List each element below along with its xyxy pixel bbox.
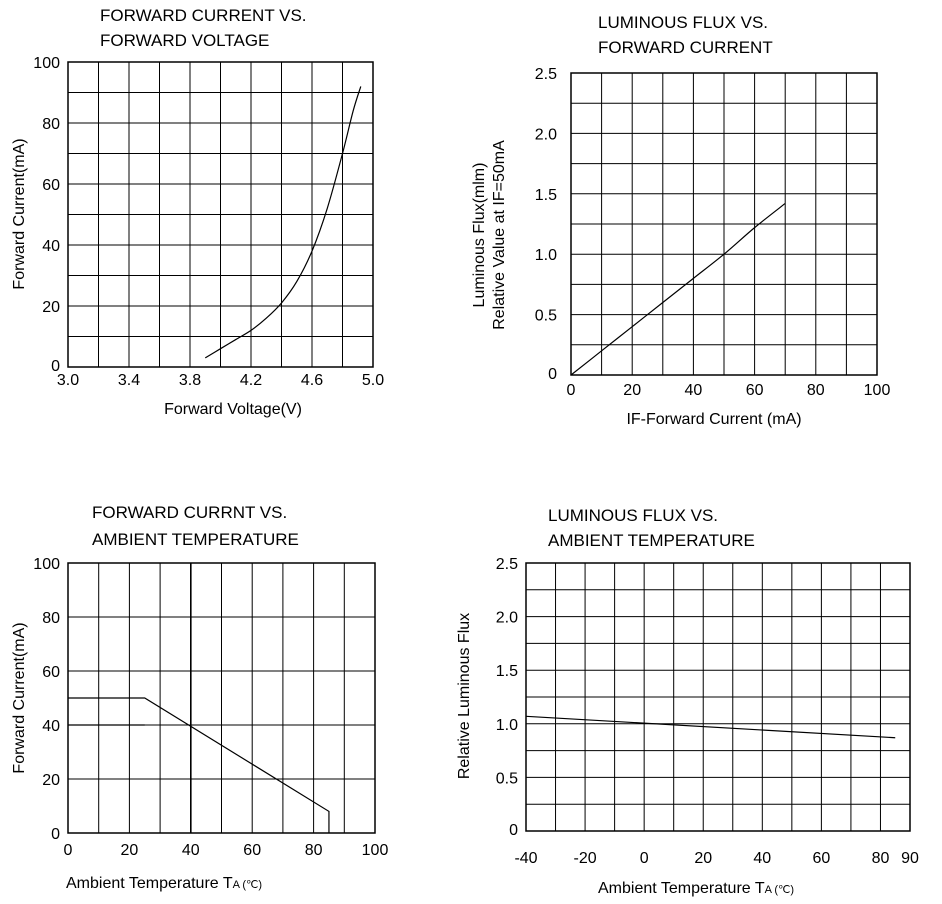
chart3-tick-labels: 0 20 40 60 80 100 0 20 40 60 80 100: [33, 556, 388, 859]
chart1-series: [204, 86, 362, 359]
x-tick-label: 60: [243, 842, 261, 859]
x-tick-label: 40: [685, 382, 703, 399]
x-tick-label: 20: [623, 382, 641, 399]
chart4-plot-frame: [525, 562, 911, 832]
chart3-xlabel-main: Ambient Temperature T: [66, 875, 233, 892]
y-tick-label: 0: [548, 366, 557, 383]
chart4-xlabel: Ambient Temperature TA (℃): [598, 880, 794, 897]
x-tick-label: 4.2: [240, 372, 262, 389]
x-tick-label: 60: [812, 850, 830, 867]
y-tick-label: 1.5: [496, 663, 518, 680]
y-tick-label: 2.5: [496, 556, 518, 573]
chart-luminous-flux-vs-temperature: LUMINOUS FLUX VS. AMBIENT TEMPERATURE -4…: [456, 506, 919, 897]
y-tick-label: 20: [42, 772, 60, 789]
x-tick-label: -20: [574, 850, 597, 867]
y-tick-label: 2.0: [535, 126, 557, 143]
chart1-title-line1: FORWARD CURRENT VS.: [100, 6, 307, 25]
chart4-ylabel: Relative Luminous Flux: [456, 613, 473, 779]
x-tick-label: 5.0: [362, 372, 384, 389]
chart3-ylabel: Forward Current(mA): [11, 622, 28, 773]
y-tick-label: 20: [42, 299, 60, 316]
y-tick-label: 2.0: [496, 610, 518, 627]
y-tick-label: 1.0: [496, 717, 518, 734]
chart4-grid: [526, 563, 910, 831]
chart1-ylabel: Forward Current(mA): [11, 138, 28, 289]
chart4-title-line1: LUMINOUS FLUX VS.: [548, 506, 718, 525]
y-tick-label: 80: [42, 116, 60, 133]
series-line: [68, 697, 330, 833]
y-tick-label: 80: [42, 610, 60, 627]
chart2-ylabel-line1: Luminous Flux(mlm): [471, 163, 488, 308]
y-tick-label: 2.5: [535, 66, 557, 83]
x-tick-label: 80: [305, 842, 323, 859]
y-tick-label: 0: [51, 358, 60, 375]
x-tick-label: 90: [901, 850, 919, 867]
x-tick-label: 80: [807, 382, 825, 399]
x-tick-label: 100: [362, 842, 389, 859]
chart2-series: [570, 202, 786, 376]
x-tick-label: 60: [746, 382, 764, 399]
chart4-xlabel-main: Ambient Temperature T: [598, 880, 765, 897]
chart1-xlabel: Forward Voltage(V): [164, 401, 302, 418]
y-tick-label: 40: [42, 238, 60, 255]
series-line: [525, 715, 896, 739]
x-tick-label: 3.8: [179, 372, 201, 389]
x-tick-label: 0: [567, 382, 576, 399]
chart4-series: [525, 715, 896, 739]
chart-luminous-flux-vs-current: LUMINOUS FLUX VS. FORWARD CURRENT 0 20 40 6…: [471, 13, 890, 428]
chart2-tick-labels: 0 20 40 60 80 100 0 0.5 1.0 1.5 2.0 2.5: [535, 66, 891, 399]
chart4-tick-labels: -40 -20 0 20 40 60 80 90 0 0.5 1.0 1.5 2.0 2.5: [496, 556, 919, 867]
chart-forward-current-vs-voltage: FORWARD CURRENT VS. FORWARD VOLTAGE 3.0 3…: [11, 6, 384, 418]
chart3-xlabel: Ambient Temperature TA (℃): [66, 875, 262, 892]
y-tick-label: 0.5: [535, 308, 557, 325]
chart2-title-line2: FORWARD CURRENT: [598, 38, 773, 57]
x-tick-label: 0: [64, 842, 73, 859]
chart2-ylabel-line2: Relative Value at IF=50mA: [491, 140, 508, 330]
chart1-grid: [68, 62, 373, 367]
chart2-xlabel: IF-Forward Current (mA): [626, 411, 801, 428]
x-tick-label: 40: [182, 842, 200, 859]
chart2-plot-frame: [570, 72, 878, 376]
chart3-xlabel-sub: A (℃): [233, 879, 262, 891]
chart4-xlabel-sub: A (℃): [765, 884, 794, 896]
chart1-tick-labels: 3.0 3.4 3.8 4.2 4.6 5.0 0 20 40 60 80 100: [33, 55, 384, 389]
y-tick-label: 1.5: [535, 187, 557, 204]
y-tick-label: 60: [42, 177, 60, 194]
chart-forward-current-vs-temperature: FORWARD CURRNT VS. AMBIENT TEMPERATURE 0…: [11, 503, 388, 892]
chart2-title-line1: LUMINOUS FLUX VS.: [598, 13, 768, 32]
y-tick-label: 0: [509, 822, 518, 839]
chart3-grid: [68, 563, 375, 833]
y-tick-label: 60: [42, 664, 60, 681]
x-tick-label: 80: [872, 850, 890, 867]
x-tick-label: 4.6: [301, 372, 323, 389]
x-tick-label: 40: [753, 850, 771, 867]
y-tick-label: 100: [33, 556, 60, 573]
chart4-title-line2: AMBIENT TEMPERATURE: [548, 531, 755, 550]
x-tick-label: 0: [640, 850, 649, 867]
y-tick-label: 100: [33, 55, 60, 72]
y-tick-label: 0.5: [496, 770, 518, 787]
x-tick-label: 20: [121, 842, 139, 859]
chart3-series: [68, 697, 330, 833]
y-tick-label: 0: [51, 826, 60, 843]
x-tick-label: 20: [694, 850, 712, 867]
chart1-plot-frame: [67, 61, 374, 368]
x-tick-label: -40: [514, 850, 537, 867]
x-tick-label: 3.0: [57, 372, 79, 389]
y-tick-label: 40: [42, 718, 60, 735]
chart2-grid: [571, 73, 877, 375]
x-tick-label: 3.4: [118, 372, 140, 389]
chart1-title-line2: FORWARD VOLTAGE: [100, 31, 269, 50]
y-tick-label: 1.0: [535, 247, 557, 264]
series-line: [570, 202, 786, 376]
x-tick-label: 100: [864, 382, 891, 399]
chart3-title-line2: AMBIENT TEMPERATURE: [92, 530, 299, 549]
series-line: [204, 86, 362, 359]
chart3-title-line1: FORWARD CURRNT VS.: [92, 503, 287, 522]
